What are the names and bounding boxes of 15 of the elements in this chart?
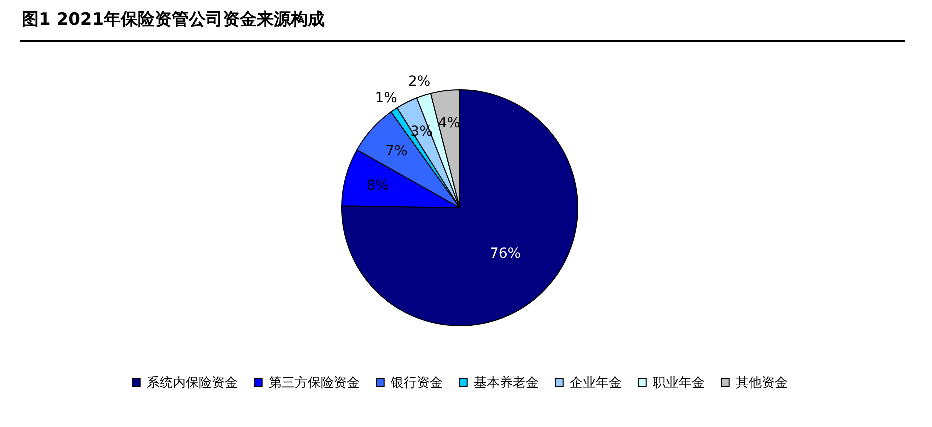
legend-label: 企业年金 xyxy=(570,376,622,391)
legend-label: 职业年金 xyxy=(653,376,705,391)
data-label: 7% xyxy=(386,143,408,160)
legend-label: 第三方保险资金 xyxy=(269,374,360,391)
data-label: 8% xyxy=(366,178,390,194)
data-label: 1% xyxy=(375,90,398,106)
legend-label: 系统内保险资金 xyxy=(147,376,238,391)
legend-label: 其他资金 xyxy=(736,376,788,391)
data-label: 76% xyxy=(490,246,522,262)
legend-label: 基本养老金 xyxy=(474,374,539,391)
data-label: 2% xyxy=(408,74,431,90)
legend-label: 银行资金 xyxy=(390,376,443,391)
pie-slice xyxy=(342,90,578,326)
data-label: 4% xyxy=(438,116,461,132)
chart-title: 图1 2021年保险资管公司资金来源构成 xyxy=(22,10,326,30)
